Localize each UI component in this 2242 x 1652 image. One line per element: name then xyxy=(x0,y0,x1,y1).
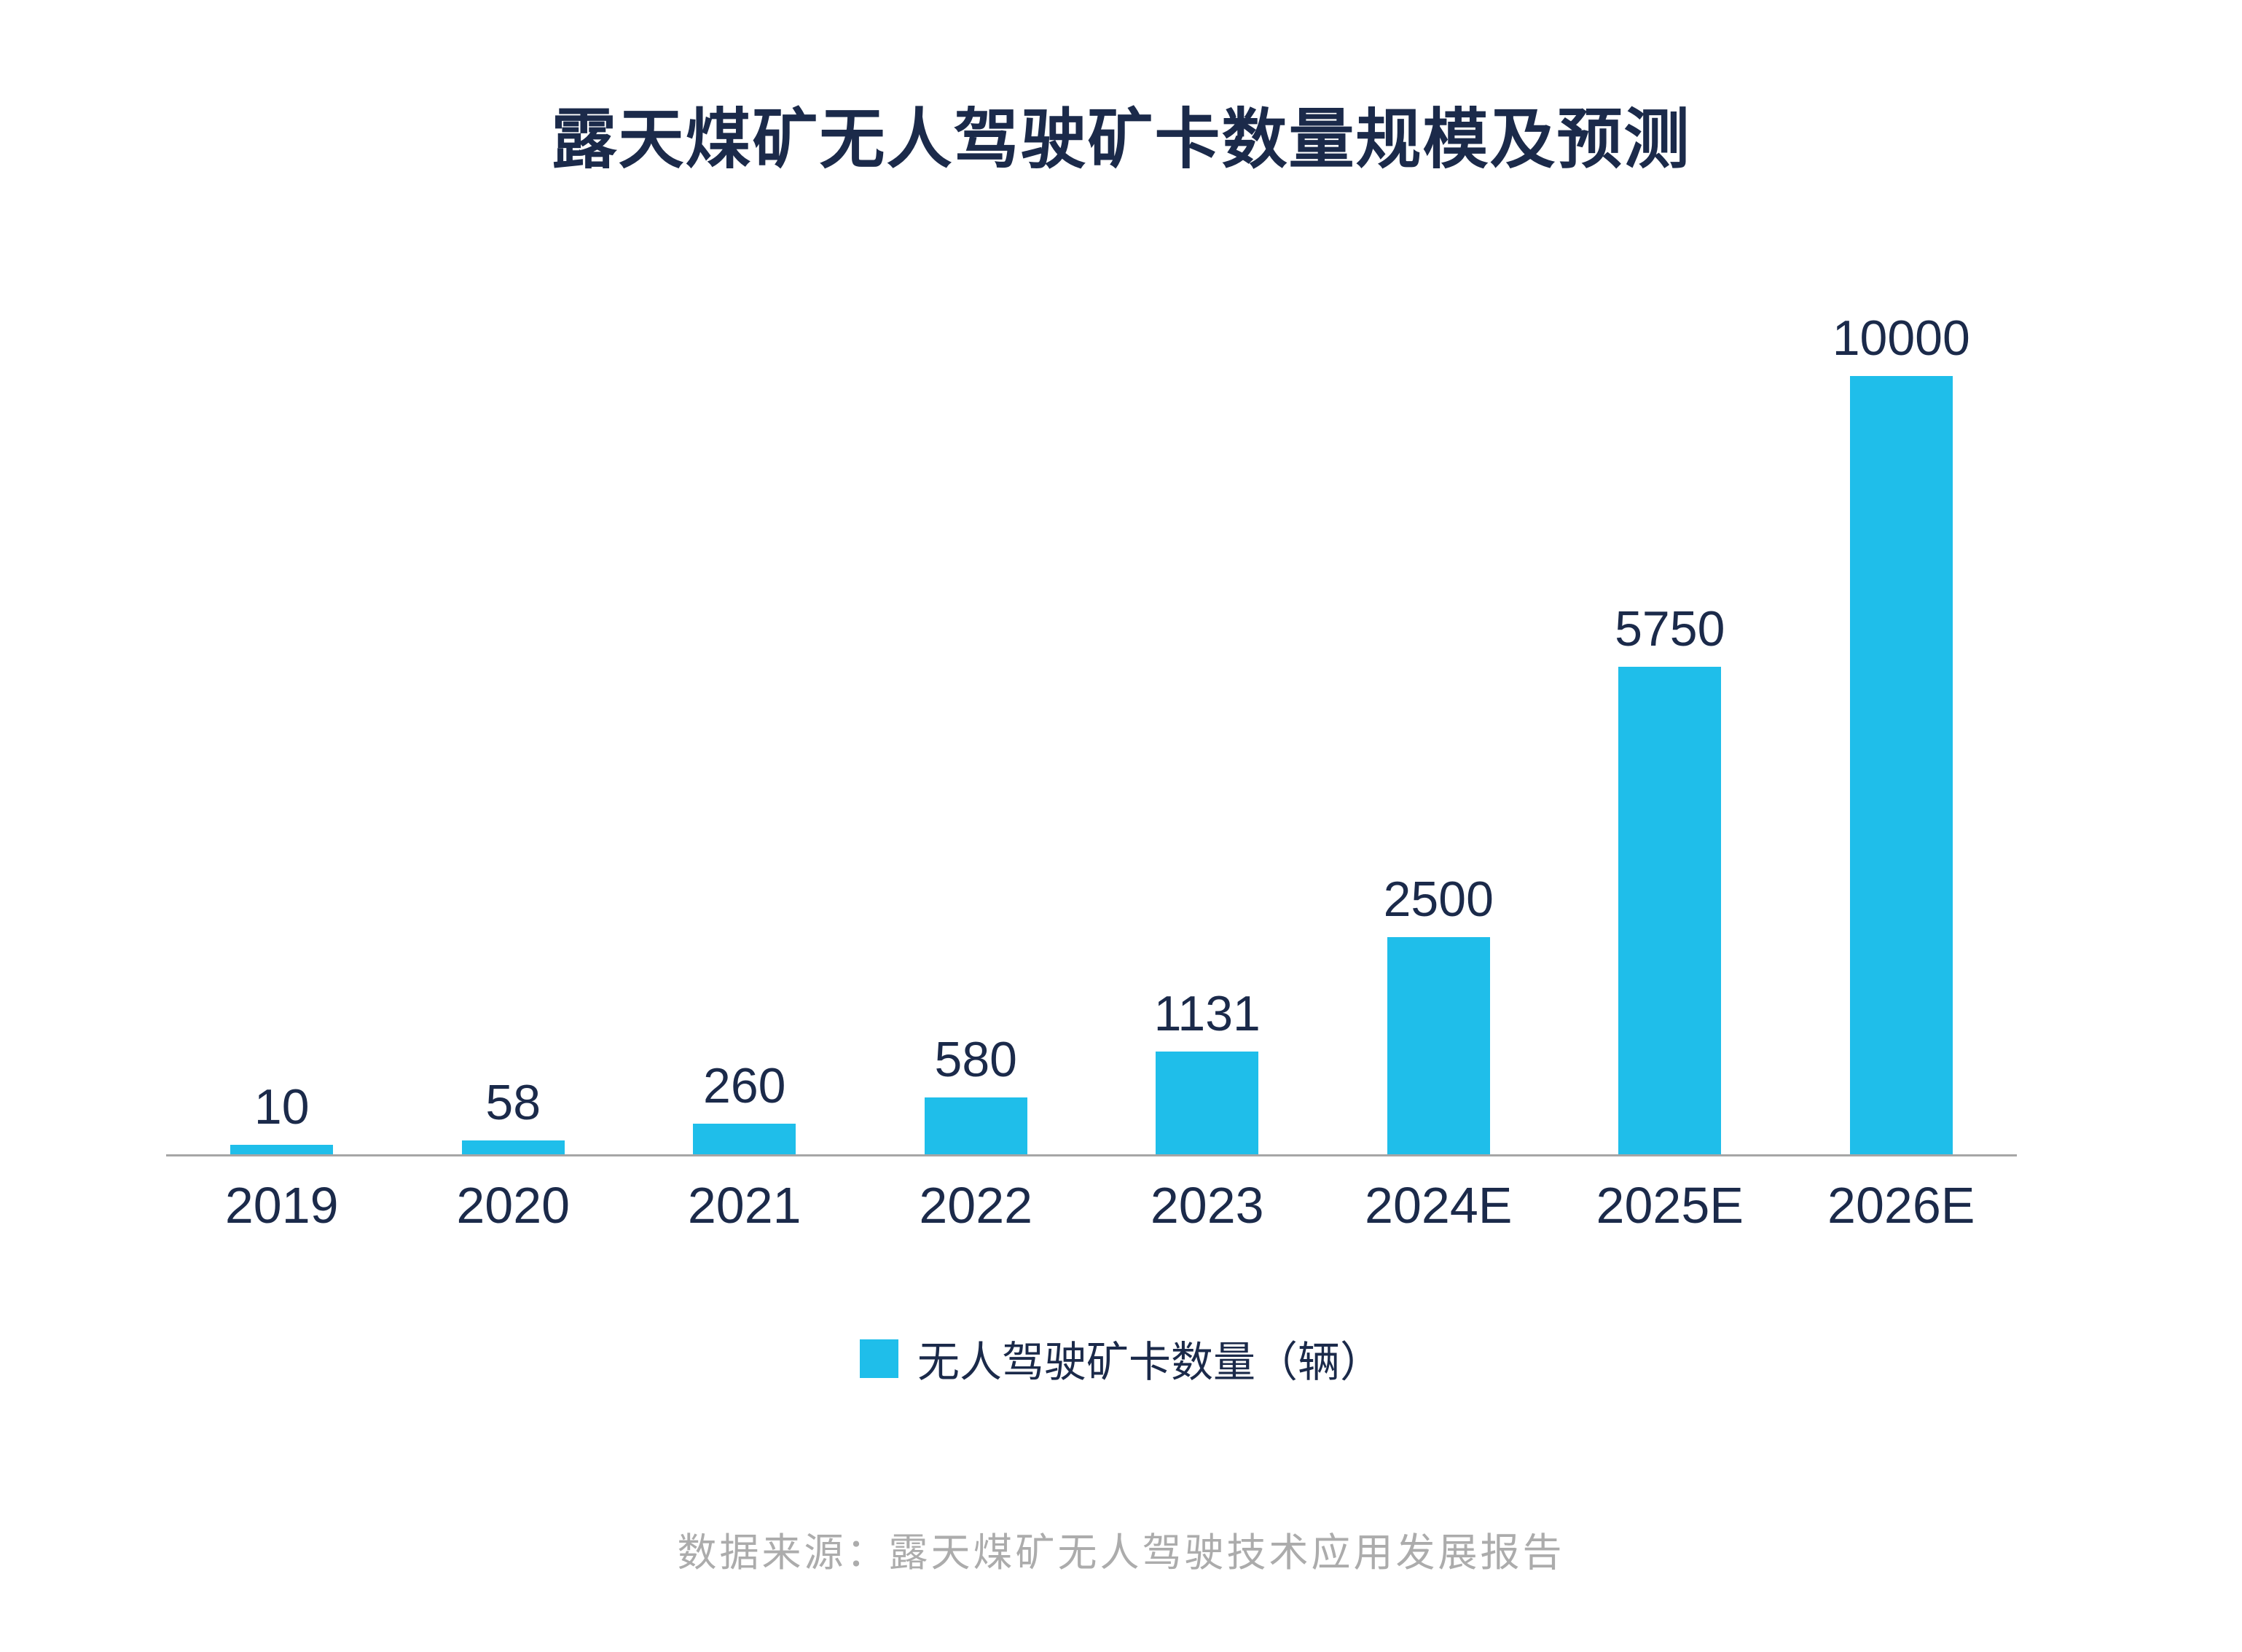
bars-row: 10 2019 58 2020 260 2021 580 2022 1131 2023 2500 20… xyxy=(166,310,2018,1234)
bar-column: 1131 2023 xyxy=(1091,313,1323,1234)
bar-column: 580 2022 xyxy=(861,313,1092,1234)
bar-value-label: 2500 xyxy=(1383,871,1494,927)
x-axis-label: 2024E xyxy=(1365,1177,1513,1234)
bar xyxy=(1156,1052,1259,1154)
bar-column: 10000 2026E xyxy=(1786,310,2018,1234)
bar xyxy=(1849,376,1953,1154)
bar-column: 10 2019 xyxy=(166,313,398,1234)
bar-value-label: 5750 xyxy=(1615,600,1725,657)
bar-value-label: 260 xyxy=(703,1057,786,1113)
x-axis-label: 2020 xyxy=(456,1177,571,1234)
x-axis-label: 2021 xyxy=(687,1177,801,1234)
x-axis-label: 2025E xyxy=(1596,1177,1744,1234)
bar xyxy=(1618,667,1722,1154)
x-axis-label: 2019 xyxy=(224,1177,339,1234)
bar xyxy=(924,1097,1027,1154)
bar-column: 260 2021 xyxy=(629,313,861,1234)
bar-column: 5750 2025E xyxy=(1554,313,1786,1234)
chart-title: 露天煤矿无人驾驶矿卡数量规模及预测 xyxy=(551,103,1691,176)
x-axis-label: 2023 xyxy=(1150,1177,1264,1234)
bar xyxy=(461,1140,565,1154)
bar-value-label: 580 xyxy=(934,1031,1017,1087)
bar xyxy=(1387,937,1490,1154)
bar-value-label: 10 xyxy=(254,1079,310,1135)
bar-value-label: 1131 xyxy=(1153,985,1261,1041)
legend: 无人驾驶矿卡数量（辆） xyxy=(0,1328,2242,1389)
bar xyxy=(693,1124,796,1154)
bar-column: 2500 2024E xyxy=(1323,313,1555,1234)
bar-value-label: 58 xyxy=(485,1074,541,1130)
x-axis-label: 2022 xyxy=(919,1177,1033,1234)
legend-label: 无人驾驶矿卡数量（辆） xyxy=(917,1339,1382,1386)
plot-area: 10 2019 58 2020 260 2021 580 2022 1131 2023 2500 20… xyxy=(166,310,2018,1234)
source-note: 数据来源：露天煤矿无人驾驶技术应用发展报告 xyxy=(677,1531,1565,1575)
bar xyxy=(230,1145,334,1154)
bar-value-label: 10000 xyxy=(1832,310,1970,366)
legend-swatch-icon xyxy=(859,1339,898,1378)
bar-column: 58 2020 xyxy=(398,313,630,1234)
x-axis-label: 2026E xyxy=(1827,1177,1975,1234)
x-axis-line xyxy=(166,1154,2017,1156)
